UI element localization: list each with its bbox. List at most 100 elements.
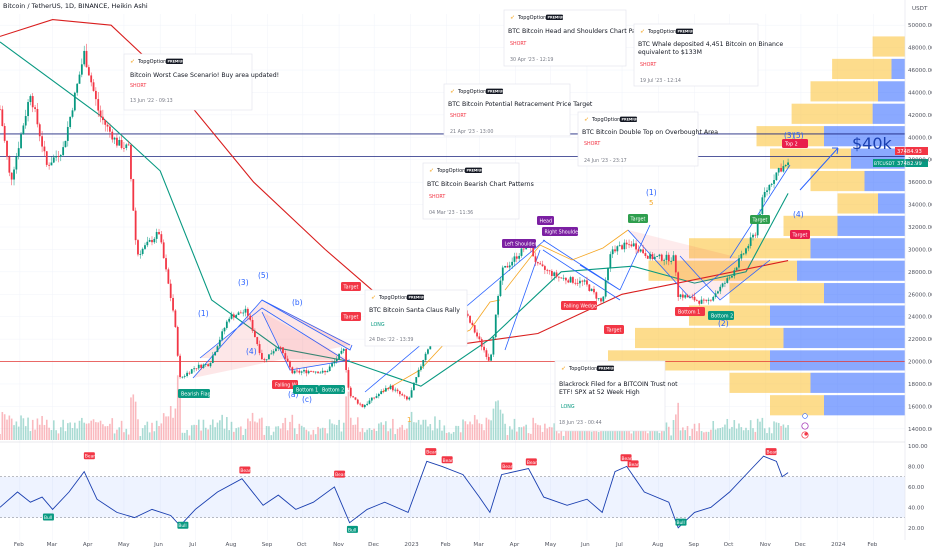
candle-body bbox=[211, 355, 214, 363]
volume-bar bbox=[284, 417, 287, 440]
volume-bar bbox=[455, 425, 457, 440]
volume-bar bbox=[130, 397, 132, 440]
vp-bar-down bbox=[770, 395, 824, 416]
idea-card[interactable]: ➶ TopgOptions PREMIUM BTC Bitcoin Head a… bbox=[503, 9, 651, 67]
candle-body bbox=[593, 288, 595, 293]
idea-card[interactable]: ➶ TopgOptions PREMIUM Blackrock Filed fo… bbox=[554, 360, 678, 432]
svg-text:PREMIUM: PREMIUM bbox=[678, 30, 697, 34]
candle-body bbox=[565, 277, 567, 281]
vp-bar-down bbox=[770, 148, 851, 169]
candle-body bbox=[333, 361, 336, 364]
volume-bar bbox=[272, 431, 275, 440]
rsi-signal-text: Bear bbox=[622, 456, 632, 462]
volume-bar bbox=[768, 427, 771, 440]
candle-body bbox=[754, 234, 757, 236]
svg-text:TopgOptions: TopgOptions bbox=[517, 15, 549, 21]
candle-body bbox=[125, 144, 128, 148]
x-tick-label: Apr bbox=[83, 542, 93, 548]
idea-card[interactable]: ➶ TopgOptions PREMIUM BTC Bitcoin Double… bbox=[577, 111, 718, 167]
idea-card[interactable]: ➶ TopgOptions PREMIUM Bitcoin Worst Case… bbox=[123, 53, 279, 111]
overlay-icons[interactable] bbox=[801, 413, 809, 439]
candle-body bbox=[373, 397, 376, 399]
svg-text:24 Dec '22 - 13:39: 24 Dec '22 - 13:39 bbox=[369, 337, 413, 343]
x-tick-label: May bbox=[545, 542, 557, 548]
volume-bar bbox=[459, 432, 462, 440]
candle-body bbox=[539, 263, 542, 265]
svg-text:SHORT: SHORT bbox=[429, 194, 445, 200]
candle-body bbox=[740, 253, 743, 259]
idea-card[interactable]: ➶ TopgOptions PREMIUM BTC Bitcoin Bearis… bbox=[422, 162, 534, 220]
volume-bar bbox=[31, 419, 34, 440]
candle-body bbox=[321, 370, 324, 373]
svg-text:PREMIUM: PREMIUM bbox=[599, 367, 618, 371]
volume-bar bbox=[424, 419, 427, 440]
price-badges: 37484.93 37482.99 BTCUSDT bbox=[873, 147, 928, 167]
volume-bar bbox=[209, 424, 212, 440]
volume-bar bbox=[153, 431, 156, 440]
volume-bar bbox=[406, 428, 408, 440]
candle-body bbox=[326, 371, 329, 373]
candle-body bbox=[132, 179, 135, 211]
wave-label: (5) bbox=[793, 131, 804, 140]
volume-bar bbox=[354, 424, 357, 440]
volume-bar bbox=[656, 425, 658, 440]
y-tick-label: 50000.00 bbox=[908, 23, 932, 29]
vp-bar-up bbox=[770, 350, 905, 371]
rsi-bull-label bbox=[346, 525, 358, 533]
volume-bar bbox=[492, 408, 495, 440]
candle-body bbox=[134, 210, 137, 241]
y-tick-label: 16000.00 bbox=[908, 404, 932, 410]
volume-bar bbox=[204, 427, 207, 440]
idea-cards[interactable]: ➶ TopgOptions PREMIUM Bitcoin Worst Case… bbox=[123, 9, 783, 432]
candle-body bbox=[97, 99, 100, 111]
candle-body bbox=[377, 394, 380, 397]
volume-bar bbox=[270, 435, 273, 440]
candle-body bbox=[504, 265, 507, 268]
volume-bar bbox=[81, 417, 83, 440]
volume-bar bbox=[57, 433, 60, 440]
candle-body bbox=[618, 245, 621, 247]
idea-card[interactable]: ➶ TopgOptions PREMIUM BTC Bitcoin Potent… bbox=[443, 83, 593, 137]
candle-body bbox=[38, 124, 41, 137]
idea-card[interactable]: ➶ TopgOptions PREMIUM BTC Whale deposite… bbox=[633, 23, 783, 87]
idea-card[interactable]: ➶ TopgOptions PREMIUM BTC Bitcoin Santa … bbox=[364, 289, 468, 347]
volume-bar bbox=[207, 429, 209, 440]
candle-body bbox=[588, 284, 591, 291]
volume-bar bbox=[689, 436, 691, 440]
candle-body bbox=[773, 180, 775, 184]
volume-bar bbox=[263, 434, 266, 440]
volume-bar bbox=[326, 433, 329, 440]
svg-text:LONG: LONG bbox=[561, 404, 575, 410]
candle-body bbox=[787, 162, 789, 165]
candle-body bbox=[6, 140, 8, 157]
candle-body bbox=[214, 351, 217, 356]
candle-body bbox=[420, 366, 422, 370]
volume-bar bbox=[494, 401, 497, 440]
y-tick-label: 30000.00 bbox=[908, 247, 932, 253]
volume-bar bbox=[235, 428, 237, 440]
volume-bar bbox=[111, 418, 114, 440]
volume-bar bbox=[539, 425, 541, 440]
candle-body bbox=[656, 256, 659, 257]
volume-bar bbox=[331, 423, 333, 440]
candle-body bbox=[22, 125, 25, 135]
volume-bar bbox=[373, 428, 375, 440]
rsi-signal-text: Bear bbox=[85, 454, 95, 460]
volume-bar bbox=[752, 428, 754, 440]
vp-bar-up bbox=[837, 215, 905, 236]
volume-bar bbox=[438, 419, 441, 440]
rsi-tick-label: 40.00 bbox=[908, 505, 924, 511]
volume-bar bbox=[637, 425, 640, 440]
volume-bar bbox=[387, 431, 389, 440]
volume-bar bbox=[639, 427, 642, 440]
candle-body bbox=[45, 151, 48, 165]
vp-bar-down bbox=[729, 283, 824, 304]
brand-icon: ➶ bbox=[371, 294, 376, 301]
volume-bar bbox=[588, 427, 591, 440]
candle-body bbox=[499, 280, 502, 296]
volume-bar bbox=[69, 422, 71, 440]
candle-body bbox=[768, 184, 771, 191]
volume-bar bbox=[766, 433, 768, 440]
svg-text:BTC Whale deposited 4,451 Bitc: BTC Whale deposited 4,451 Bitcoin on Bin… bbox=[638, 41, 783, 48]
